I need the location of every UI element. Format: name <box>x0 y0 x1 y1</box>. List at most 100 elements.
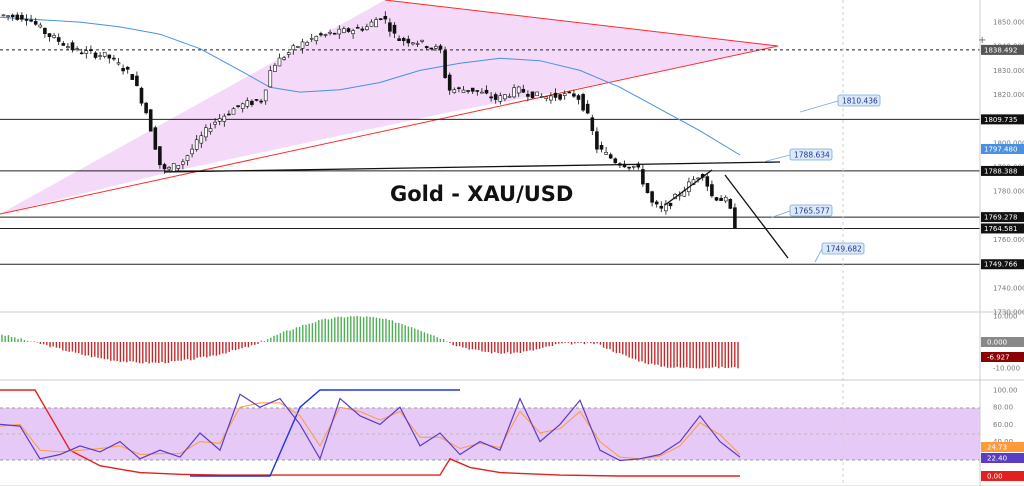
stochastic-tick-label: 60.00 <box>993 421 1013 429</box>
candle-body <box>641 169 645 185</box>
candle-body <box>530 91 535 99</box>
candle-body <box>549 95 553 101</box>
candle-body <box>599 144 604 150</box>
stochastic-pane <box>0 379 1024 477</box>
price-tick-label: 1760.000 <box>993 236 1024 244</box>
candle-body <box>631 165 636 168</box>
candle-body <box>415 43 420 45</box>
candle-body <box>286 52 291 55</box>
candle-body <box>668 202 673 207</box>
candle-body <box>480 91 484 94</box>
candle-body <box>296 46 300 48</box>
candle-body <box>457 87 461 89</box>
stochastic-d-line <box>0 402 741 460</box>
candle-body <box>346 28 351 32</box>
candle-body <box>323 34 328 36</box>
rsi-red-line <box>0 389 740 477</box>
price-level-badge <box>981 259 1024 270</box>
candle-body <box>654 201 659 205</box>
price-level-badge <box>981 114 1024 125</box>
candle-body <box>250 100 254 105</box>
candle-body <box>378 18 383 20</box>
candle-body <box>185 155 190 162</box>
price-tick-label: 1780.000 <box>993 188 1024 196</box>
candle-body <box>539 96 544 98</box>
candle-body <box>443 50 447 78</box>
callout-box <box>789 148 833 161</box>
candle-body <box>516 86 521 94</box>
crosshair-plus-icon[interactable]: + <box>978 35 986 46</box>
macd-tick-label: -10.000 <box>993 365 1020 373</box>
candle-body <box>89 49 93 52</box>
candle-body <box>489 96 493 99</box>
candle-body <box>194 139 199 150</box>
candle-body <box>526 93 530 97</box>
candle-body <box>181 161 185 165</box>
candle-body <box>20 14 24 20</box>
price-level-badge-label: 1764.581 <box>984 225 1017 233</box>
candle-body <box>613 158 618 164</box>
stochastic-k-line <box>0 393 741 462</box>
price-level-badge <box>981 165 1024 176</box>
candle-body <box>374 19 378 28</box>
wedge-pattern <box>0 0 778 214</box>
support-trendline <box>164 161 781 173</box>
candle-body <box>659 205 664 209</box>
candle-body <box>139 87 144 104</box>
candle-body <box>360 28 365 31</box>
candle-body <box>61 43 66 46</box>
candle-body <box>273 64 277 72</box>
candle-body <box>291 45 296 51</box>
candle-body <box>719 197 723 201</box>
macd-tick-label: 10.000 <box>993 313 1018 321</box>
axis-value-badges: 1838.492 1809.735 1797.480 1788.388 1769.278… <box>981 44 1024 481</box>
candle-body <box>392 24 397 34</box>
candle-body <box>401 38 406 42</box>
wedge-upper-line <box>384 0 779 47</box>
candle-body <box>199 135 204 144</box>
candle-body <box>107 54 112 59</box>
candle-body <box>733 207 737 229</box>
candle-body <box>503 94 507 100</box>
callout-label: 1788.634 <box>794 151 830 160</box>
candle-body <box>70 42 75 51</box>
candle-body <box>581 94 585 111</box>
candle-body <box>710 184 714 197</box>
candle-body <box>277 57 282 67</box>
candle-body <box>56 37 61 42</box>
candle-body <box>562 93 567 96</box>
price-level-badge <box>981 143 1024 154</box>
candle-body <box>47 33 52 38</box>
candle-body <box>102 51 107 57</box>
price-tick-label: 1820.000 <box>993 91 1024 99</box>
candle-body <box>604 151 608 155</box>
price-level-badge-label: 1788.388 <box>984 167 1017 175</box>
candle-body <box>190 148 194 155</box>
price-level-badge-label: 1769.278 <box>984 214 1017 222</box>
stochastic-badge-label: 24.73 <box>987 444 1007 452</box>
candle-body <box>10 14 15 18</box>
candle-body <box>608 154 613 159</box>
candle-body <box>714 197 719 201</box>
candle-body <box>723 196 728 202</box>
price-pane: Gold - XAU/USD 1810.4361788.6341765.5771… <box>0 0 980 265</box>
candle-body <box>227 113 231 116</box>
callout-leader <box>799 100 839 113</box>
candle-body <box>319 33 323 36</box>
macd-badge <box>981 352 1024 362</box>
candle-body <box>121 68 125 72</box>
candle-body <box>33 21 38 25</box>
candle-body <box>282 57 286 60</box>
candle-body <box>420 39 424 42</box>
callout-leader <box>769 210 791 219</box>
candle-body <box>79 52 84 55</box>
candle-body <box>93 52 98 58</box>
candle-body <box>263 89 268 102</box>
candle-body <box>24 18 29 21</box>
candle-body <box>162 164 167 170</box>
callout-leader <box>762 154 791 163</box>
downtrend-line <box>724 174 789 259</box>
candle-body <box>411 42 415 45</box>
candle-body <box>521 88 526 93</box>
